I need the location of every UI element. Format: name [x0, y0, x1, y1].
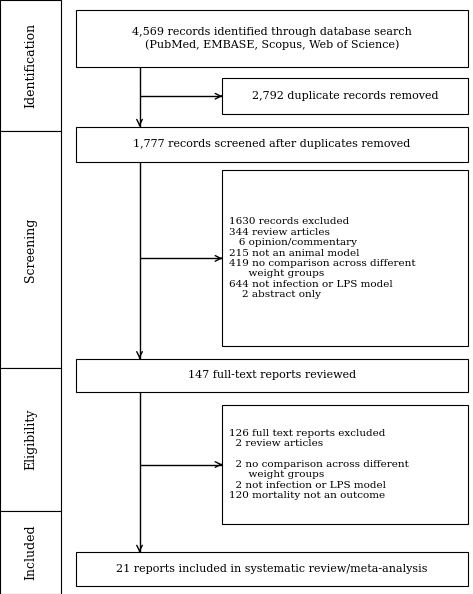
- Text: Eligibility: Eligibility: [24, 409, 37, 470]
- Text: 126 full text reports excluded
  2 review articles

  2 no comparison across dif: 126 full text reports excluded 2 review …: [229, 429, 409, 500]
- Bar: [222, 78, 468, 114]
- Bar: [76, 552, 468, 586]
- Text: Included: Included: [24, 525, 37, 580]
- Bar: [76, 359, 468, 392]
- Bar: [0, 511, 61, 594]
- Text: 1,777 records screened after duplicates removed: 1,777 records screened after duplicates …: [133, 140, 411, 149]
- Text: 4,569 records identified through database search
(PubMed, EMBASE, Scopus, Web of: 4,569 records identified through databas…: [132, 27, 412, 50]
- Text: 2,792 duplicate records removed: 2,792 duplicate records removed: [252, 91, 438, 101]
- Bar: [0, 131, 61, 368]
- Bar: [222, 405, 468, 524]
- Text: 21 reports included in systematic review/meta-analysis: 21 reports included in systematic review…: [116, 564, 428, 574]
- Bar: [0, 0, 61, 131]
- Text: 1630 records excluded
344 review articles
   6 opinion/commentary
215 not an ani: 1630 records excluded 344 review article…: [229, 217, 416, 299]
- Text: Screening: Screening: [24, 217, 37, 282]
- Bar: [76, 127, 468, 162]
- Text: 147 full-text reports reviewed: 147 full-text reports reviewed: [188, 371, 356, 380]
- Bar: [0, 368, 61, 511]
- Bar: [222, 170, 468, 346]
- Bar: [76, 10, 468, 67]
- Text: Identification: Identification: [24, 23, 37, 108]
